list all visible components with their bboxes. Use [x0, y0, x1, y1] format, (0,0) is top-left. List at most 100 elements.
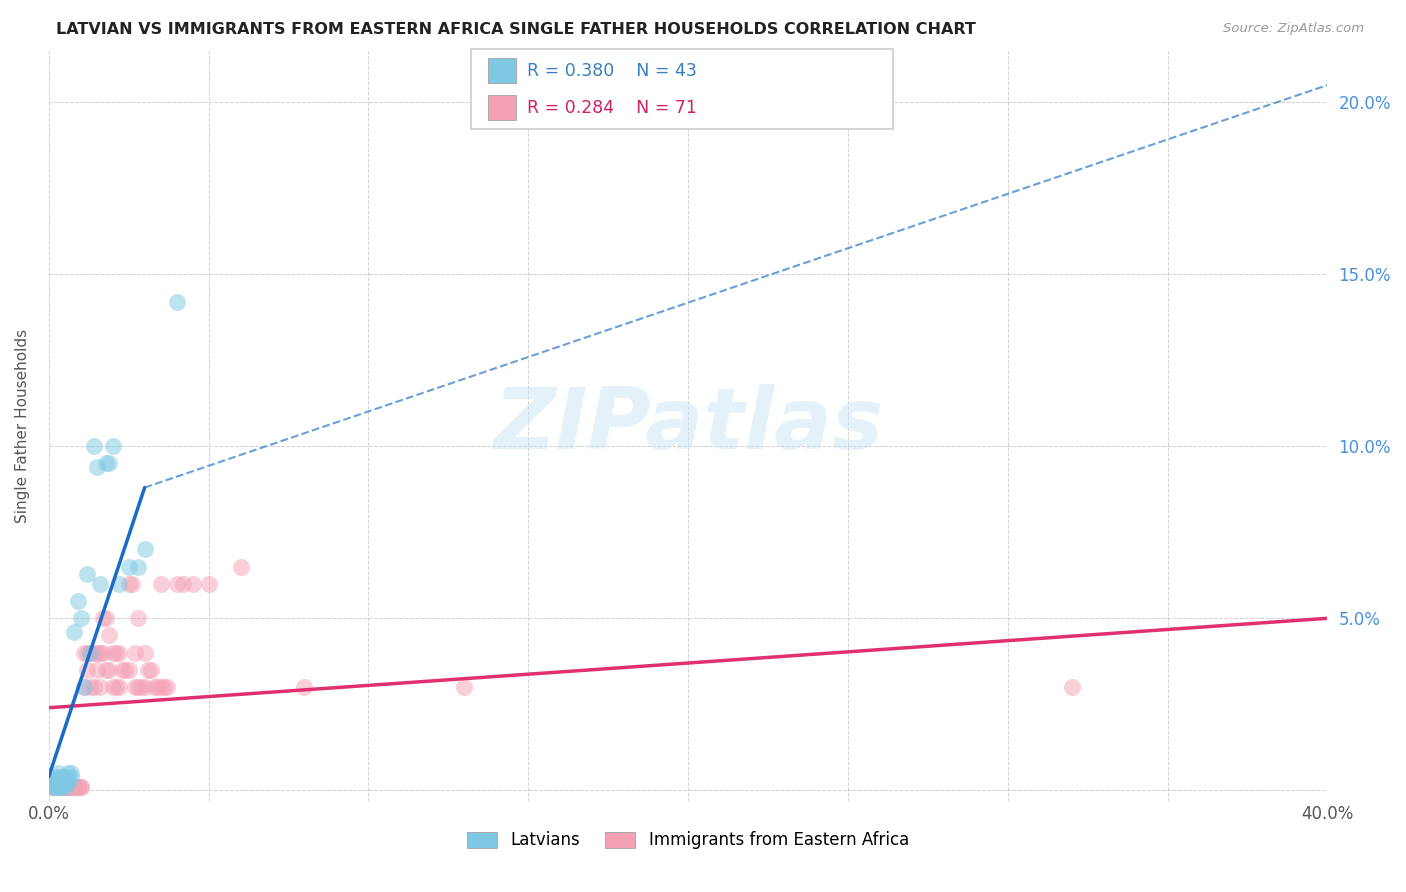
Y-axis label: Single Father Households: Single Father Households	[15, 328, 30, 523]
Point	[143, 680, 166, 694]
Point	[98, 663, 121, 677]
Point	[53, 780, 76, 794]
Point	[156, 680, 179, 694]
Point	[46, 766, 69, 780]
Point	[83, 646, 105, 660]
Point	[91, 611, 114, 625]
Point	[51, 780, 73, 794]
Point	[46, 780, 69, 794]
Point	[79, 680, 101, 694]
Point	[181, 577, 204, 591]
Point	[89, 680, 111, 694]
Point	[76, 566, 98, 581]
Point	[153, 680, 176, 694]
Point	[53, 776, 76, 790]
Point	[96, 611, 118, 625]
Point	[60, 766, 83, 780]
Point	[44, 780, 66, 794]
Point	[127, 611, 149, 625]
Point	[108, 577, 131, 591]
Point	[60, 780, 83, 794]
Point	[124, 680, 146, 694]
Point	[118, 577, 141, 591]
Point	[76, 646, 98, 660]
Point	[73, 680, 96, 694]
Point	[83, 680, 105, 694]
Point	[86, 663, 108, 677]
Point	[134, 542, 156, 557]
Point	[111, 663, 134, 677]
Point	[53, 780, 76, 794]
Point	[108, 680, 131, 694]
Point	[134, 646, 156, 660]
Point	[453, 680, 475, 694]
Point	[51, 770, 73, 784]
Point	[146, 680, 169, 694]
Point	[86, 646, 108, 660]
Point	[46, 772, 69, 787]
Point	[60, 780, 83, 794]
Point	[114, 663, 136, 677]
Point	[76, 663, 98, 677]
Point	[98, 457, 121, 471]
Point	[69, 780, 91, 794]
Point	[51, 776, 73, 790]
Point	[44, 776, 66, 790]
Point	[53, 780, 76, 794]
Text: R = 0.380    N = 43: R = 0.380 N = 43	[527, 62, 697, 79]
Point	[51, 780, 73, 794]
Point	[56, 766, 79, 780]
Point	[46, 780, 69, 794]
Point	[149, 577, 172, 591]
Point	[53, 770, 76, 784]
Point	[73, 680, 96, 694]
Point	[44, 772, 66, 787]
Point	[96, 457, 118, 471]
Point	[89, 577, 111, 591]
Point	[53, 772, 76, 787]
Point	[89, 646, 111, 660]
Point	[294, 680, 316, 694]
Point	[66, 780, 89, 794]
Point	[229, 559, 252, 574]
Point	[56, 780, 79, 794]
Point	[41, 780, 63, 794]
Point	[98, 628, 121, 642]
Point	[46, 780, 69, 794]
Legend: Latvians, Immigrants from Eastern Africa: Latvians, Immigrants from Eastern Africa	[461, 825, 915, 856]
Text: Source: ZipAtlas.com: Source: ZipAtlas.com	[1223, 22, 1364, 36]
Point	[83, 439, 105, 453]
Point	[41, 772, 63, 787]
Point	[108, 646, 131, 660]
Point	[86, 459, 108, 474]
Point	[166, 294, 188, 309]
Point	[101, 439, 124, 453]
Point	[51, 772, 73, 787]
Point	[134, 680, 156, 694]
Point	[197, 577, 219, 591]
Point	[73, 646, 96, 660]
Point	[91, 646, 114, 660]
Text: ZIPatlas: ZIPatlas	[494, 384, 883, 467]
Point	[66, 594, 89, 608]
Point	[79, 646, 101, 660]
Point	[46, 780, 69, 794]
Text: R = 0.284    N = 71: R = 0.284 N = 71	[527, 99, 697, 117]
Point	[56, 776, 79, 790]
Point	[46, 776, 69, 790]
Point	[63, 625, 86, 640]
Point	[172, 577, 194, 591]
Point	[60, 770, 83, 784]
Point	[63, 780, 86, 794]
Point	[101, 646, 124, 660]
Point	[41, 780, 63, 794]
Point	[69, 780, 91, 794]
Point	[96, 663, 118, 677]
Point	[56, 772, 79, 787]
Point	[44, 770, 66, 784]
Text: LATVIAN VS IMMIGRANTS FROM EASTERN AFRICA SINGLE FATHER HOUSEHOLDS CORRELATION C: LATVIAN VS IMMIGRANTS FROM EASTERN AFRIC…	[56, 22, 976, 37]
Point	[41, 776, 63, 790]
Point	[118, 663, 141, 677]
Point	[44, 780, 66, 794]
Point	[104, 680, 127, 694]
